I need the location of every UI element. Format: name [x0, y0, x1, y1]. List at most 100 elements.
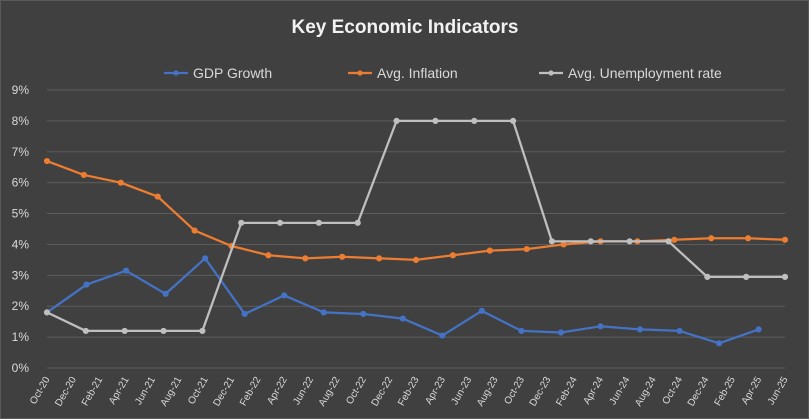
data-point	[560, 241, 567, 248]
chart-title: Key Economic Indicators	[291, 17, 518, 38]
x-tick-label: Feb-22	[238, 375, 264, 408]
data-point	[412, 256, 420, 263]
series-avg-unemployment-rate	[43, 117, 789, 335]
data-point	[241, 310, 248, 318]
x-tick-label: Oct-24	[661, 375, 686, 407]
data-point	[399, 315, 406, 322]
data-point	[82, 327, 89, 335]
data-point	[523, 245, 530, 253]
y-tick-label: 9%	[12, 83, 30, 97]
data-point	[360, 310, 367, 318]
y-tick-label: 7%	[12, 145, 30, 159]
legend-item: Avg. Inflation	[348, 65, 458, 81]
x-tick-label: Dec-23	[528, 375, 554, 409]
data-point	[117, 179, 124, 186]
x-tick-label: Oct-20	[28, 375, 53, 407]
data-point	[665, 238, 672, 245]
x-tick-label: Dec-22	[370, 375, 396, 409]
x-tick-label: Apr-21	[107, 375, 132, 407]
y-tick-label: 1%	[12, 330, 30, 344]
series-line	[46, 119, 785, 333]
data-point	[320, 309, 327, 316]
data-point	[781, 273, 789, 280]
y-tick-label: 4%	[12, 237, 30, 251]
data-point	[518, 327, 525, 335]
data-point	[339, 253, 346, 260]
x-tick-label: Oct-23	[502, 375, 527, 407]
x-tick-label: Jun-25	[766, 375, 791, 407]
legend-swatch-marker	[357, 70, 363, 76]
y-tick-label: 0%	[12, 361, 30, 375]
legend-swatch-marker	[548, 70, 554, 76]
x-tick-label: Aug-22	[317, 375, 343, 409]
x-tick-label: Apr-25	[740, 375, 765, 407]
legend: GDP Growth Avg. Inflation Avg. Unemploymen…	[164, 65, 722, 81]
data-point	[162, 290, 169, 297]
data-point	[80, 171, 88, 179]
data-point	[636, 326, 644, 333]
data-point	[199, 327, 206, 335]
data-point	[755, 326, 762, 333]
data-point	[432, 117, 439, 124]
data-point	[302, 255, 309, 262]
x-tick-label: Apr-24	[582, 375, 607, 407]
grid	[47, 89, 785, 369]
data-point	[745, 235, 752, 242]
data-point	[471, 117, 478, 124]
x-tick-label: Aug-23	[475, 375, 501, 409]
y-tick-label: 6%	[12, 176, 30, 190]
x-tick-label: Dec-20	[53, 375, 79, 409]
x-tick-label: Dec-21	[211, 375, 237, 409]
series-line	[46, 159, 786, 262]
data-point	[743, 273, 750, 280]
data-point	[557, 329, 565, 336]
legend-item: GDP Growth	[164, 65, 272, 81]
x-tick-label: Oct-22	[344, 375, 369, 407]
legend-swatch-marker	[173, 70, 179, 76]
x-tick-label: Jun-21	[133, 375, 158, 407]
x-tick-label: Oct-21	[186, 375, 211, 407]
y-tick-label: 3%	[12, 268, 30, 282]
data-point	[393, 117, 400, 124]
legend-label: Avg. Inflation	[377, 65, 458, 81]
x-tick-label: Feb-23	[396, 375, 422, 408]
data-point	[671, 236, 678, 243]
data-point	[676, 327, 683, 335]
x-tick-label: Feb-24	[554, 375, 580, 408]
x-tick-label: Feb-21	[80, 375, 106, 408]
data-point	[154, 193, 161, 200]
legend-label: Avg. Unemployment rate	[568, 65, 722, 81]
data-point	[281, 292, 288, 299]
data-point	[160, 327, 167, 335]
data-point	[548, 238, 556, 245]
data-point	[478, 307, 485, 314]
data-point	[83, 281, 90, 288]
data-point	[597, 323, 604, 330]
data-point	[587, 238, 594, 245]
x-tick-label: Jun-23	[449, 375, 474, 407]
data-point	[626, 238, 633, 245]
data-point	[191, 227, 198, 234]
legend-item: Avg. Unemployment rate	[539, 65, 722, 81]
data-point	[439, 332, 446, 339]
data-point	[238, 219, 245, 226]
x-tick-label: Feb-25	[713, 375, 739, 408]
data-point	[704, 273, 711, 280]
x-tick-label: Dec-24	[686, 375, 712, 409]
y-tick-label: 5%	[12, 207, 30, 221]
y-axis: 0% 1% 2% 3% 4% 5% 6% 7% 8% 9%	[12, 83, 30, 375]
data-point	[486, 247, 493, 254]
data-point	[376, 255, 383, 262]
data-point	[716, 340, 723, 347]
data-point	[315, 219, 322, 226]
y-tick-label: 8%	[12, 114, 30, 128]
data-point	[43, 309, 51, 316]
data-point	[781, 236, 789, 243]
data-point	[121, 327, 128, 335]
x-tick-label: Jun-24	[608, 375, 633, 407]
legend-label: GDP Growth	[193, 65, 272, 81]
data-point	[122, 267, 130, 274]
data-point	[708, 235, 715, 242]
